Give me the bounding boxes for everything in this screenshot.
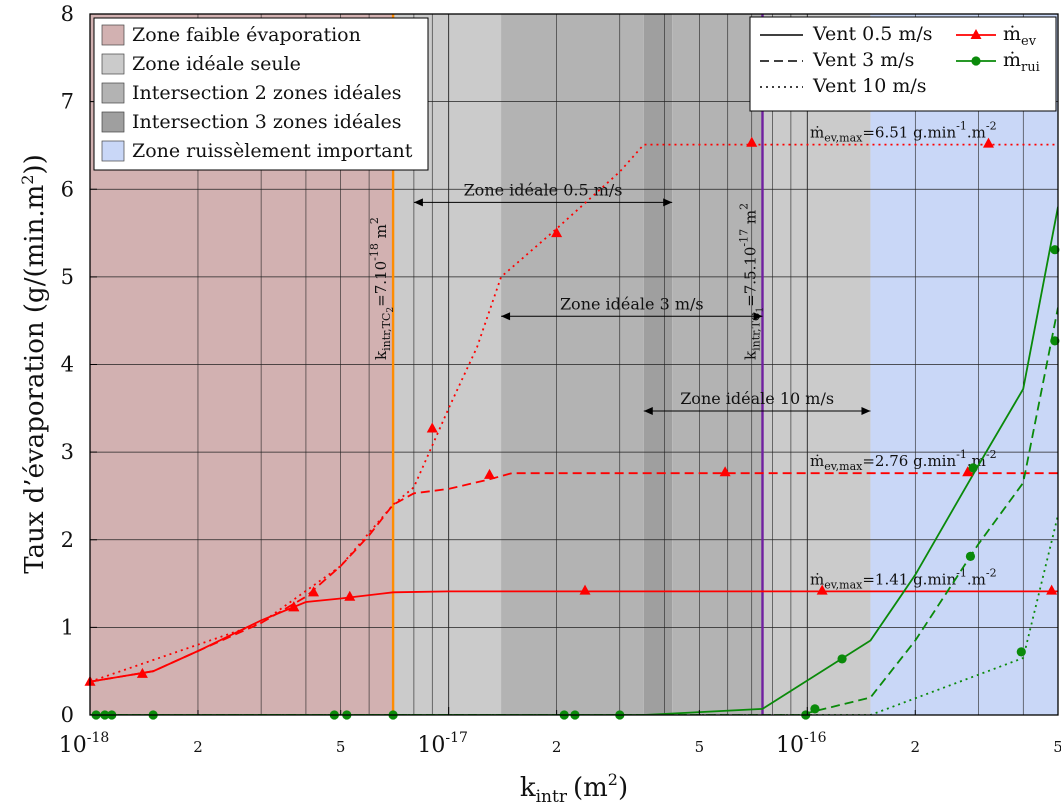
grid-lines: [90, 14, 1058, 715]
range-arrow-head: [753, 312, 763, 321]
legend-swatch: [101, 111, 125, 133]
y-axis-label: Taux d’évaporation (g/(min.m2)): [18, 154, 50, 573]
legend-marker-triangle: [970, 29, 982, 39]
series-lines: [90, 143, 1058, 715]
legend-swatch: [101, 140, 125, 162]
max-annotation: ṁev,max=6.51 g.min-1.m-2: [810, 120, 997, 145]
marker-evaporation: [579, 584, 591, 595]
range-label: Zone idéale 3 m/s: [560, 294, 704, 313]
legend-swatch: [101, 53, 125, 75]
threshold-label: kintr,TC1=7.5.10-17 m2: [738, 203, 766, 360]
marker-evaporation: [136, 667, 148, 678]
y-tick-label: 3: [61, 440, 74, 464]
legend-swatch: [101, 82, 125, 104]
range-arrow-head: [501, 312, 511, 321]
marker-ruissellement: [968, 463, 978, 473]
marker-evaporation: [426, 422, 438, 433]
marker-ruissellement: [965, 551, 976, 561]
marker-evaporation: [551, 227, 563, 238]
series-line-evaporation-dashed: [90, 472, 1058, 683]
legend-zone-label: Zone faible évaporation: [132, 24, 361, 46]
y-tick-label: 2: [61, 528, 74, 552]
x-tick-label: 10-17: [417, 730, 468, 758]
y-tick-label: 8: [61, 2, 74, 26]
marker-evaporation: [1046, 584, 1058, 595]
legend-swatch: [101, 24, 125, 46]
legend-marker-label: ṁev: [1003, 23, 1037, 49]
ideal-range-arrows: Zone idéale 0.5 m/s Zone idéale 3 m/s Zone…: [413, 180, 871, 415]
legend-wind-label: Vent 3 m/s: [812, 49, 914, 71]
legend-wind-label: Vent 10 m/s: [812, 75, 927, 97]
y-tick-label: 7: [61, 90, 74, 114]
x-tick-label: 10-16: [776, 730, 827, 758]
x-tick-minor-label: 2: [193, 738, 203, 756]
marker-evaporation: [816, 584, 828, 595]
max-annotation: ṁev,max=1.41 g.min-1.m-2: [810, 566, 997, 591]
y-tick-label: 6: [61, 177, 74, 201]
marker-evaporation: [344, 590, 356, 601]
zone-legend-box: [93, 17, 429, 171]
series-line-ruissellement-dashed: [90, 307, 1058, 715]
x-tick-minor-label: 2: [911, 738, 921, 756]
marker-ruissellement: [1016, 647, 1026, 657]
y-tick-label: 4: [61, 353, 74, 377]
x-tick-minor-label: 5: [695, 738, 705, 756]
range-arrow-head: [861, 406, 871, 415]
range-arrow-head: [643, 406, 653, 415]
range-arrow-head: [663, 198, 673, 207]
marker-ruissellement: [1050, 245, 1060, 255]
legend-marker-circle: [971, 56, 981, 66]
x-tick-minor-label: 5: [1053, 738, 1061, 756]
y-tick-label: 1: [61, 615, 74, 639]
legend-zone-label: Intersection 3 zones idéales: [132, 111, 402, 133]
marker-evaporation: [982, 137, 994, 148]
legend-zone-label: Zone idéale seule: [132, 53, 301, 75]
max-annotations: ṁev,max=1.41 g.min-1.m-2 ṁev,max=2.76 g.m…: [810, 120, 997, 592]
zone-legend: Zone faible évaporation Zone idéale seule…: [93, 17, 429, 171]
axis-ticks: 0 1 2 3 4 5 6 7 8 10-18 10-17 10-16 2 5 2 5 2 5: [59, 2, 1061, 758]
x-axis-label: kintr (m2): [520, 770, 628, 807]
marker-evaporation: [962, 466, 974, 477]
marker-evaporation: [484, 468, 496, 479]
legend-marker-label: ṁrui: [1003, 49, 1040, 75]
y-tick-label: 0: [61, 703, 74, 727]
legend-wind-label: Vent 0.5 m/s: [812, 23, 933, 45]
range-arrow-head: [413, 198, 423, 207]
marker-ruissellement: [1050, 336, 1060, 346]
legend-zone-label: Intersection 2 zones idéales: [132, 82, 402, 104]
threshold-label: kintr,TC2=7.10-18 m2: [368, 217, 396, 360]
series-legend-box: [749, 16, 1057, 112]
x-tick-minor-label: 2: [552, 738, 562, 756]
max-annotation: ṁev,max=2.76 g.min-1.m-2: [810, 448, 997, 473]
legend-zone-label: Zone ruissèlement important: [132, 140, 413, 162]
marker-ruissellement: [810, 704, 820, 714]
marker-evaporation: [288, 601, 300, 612]
marker-ruissellement: [837, 654, 847, 664]
marker-evaporation: [719, 466, 731, 477]
marker-evaporation: [746, 136, 758, 147]
range-label: Zone idéale 10 m/s: [680, 389, 834, 408]
range-label: Zone idéale 0.5 m/s: [464, 180, 623, 199]
x-tick-minor-label: 5: [336, 738, 346, 756]
x-tick-label: 10-18: [59, 730, 110, 758]
marker-evaporation: [308, 586, 320, 597]
series-line-ruissellement-solid: [90, 206, 1058, 715]
y-tick-label: 5: [61, 265, 74, 289]
